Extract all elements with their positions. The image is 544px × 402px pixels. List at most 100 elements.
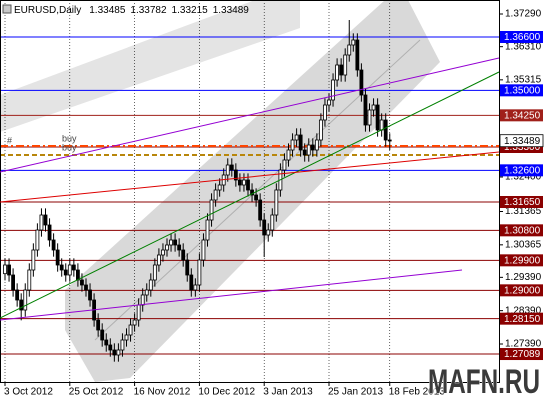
candle-body <box>229 164 234 171</box>
candle-body <box>173 239 178 246</box>
candle-body <box>387 139 392 142</box>
price-tag <box>499 134 544 148</box>
y-tick-label: 1.27390 <box>505 339 542 350</box>
candle-body <box>254 194 259 201</box>
candle-body <box>306 144 311 156</box>
x-tick-label: 18 Feb 2013 <box>389 387 446 398</box>
candle-body <box>124 334 129 341</box>
candle-body <box>120 339 125 351</box>
candle-body <box>363 94 368 126</box>
candle-body <box>197 259 202 286</box>
level-label: 1.33300 <box>504 142 541 153</box>
candle-body <box>367 109 372 126</box>
candle-body <box>3 264 7 275</box>
candle-body <box>209 199 214 221</box>
candle-body <box>100 329 105 341</box>
candle-body <box>177 244 182 251</box>
order-ticket: # <box>7 135 12 145</box>
y-tick-label: 1.29390 <box>505 272 542 283</box>
level-tag <box>500 164 543 177</box>
level-label: 1.36600 <box>504 32 541 43</box>
candle-body <box>148 279 153 291</box>
candle-body <box>339 64 344 76</box>
candle-body <box>132 319 137 326</box>
candle-body <box>112 349 117 356</box>
y-tick-label: 1.32400 <box>505 172 542 183</box>
candle-body <box>225 164 230 176</box>
trend-line <box>0 151 500 203</box>
candle-body <box>185 259 190 276</box>
candle-body <box>35 229 40 251</box>
candle-body <box>314 139 319 151</box>
candle-body <box>298 134 303 151</box>
candle-body <box>286 149 291 161</box>
y-tick-label: 1.30365 <box>505 239 542 250</box>
candle-body <box>27 269 32 291</box>
candle-body <box>343 54 348 76</box>
candle-body <box>242 179 246 186</box>
candle-body <box>383 119 388 141</box>
plot-frame <box>0 0 500 383</box>
candle-body <box>39 214 44 231</box>
x-tick-label: 10 Dec 2012 <box>198 387 255 398</box>
chart-icon <box>2 4 12 14</box>
candle-body <box>181 249 186 261</box>
order-label: buy <box>62 133 77 143</box>
level-label: 1.32600 <box>504 165 541 176</box>
candle-body <box>302 149 307 156</box>
candle-body <box>335 64 340 81</box>
candle-body <box>156 254 161 266</box>
order-label: buy <box>62 142 77 152</box>
y-tick-label: 1.31365 <box>505 206 542 217</box>
y-tick-label: 1.36310 <box>505 41 542 52</box>
candle-body <box>15 289 20 301</box>
candle-body <box>371 104 376 111</box>
level-label: 1.30800 <box>504 225 541 236</box>
candle-body <box>237 179 242 186</box>
candle-body <box>205 219 210 241</box>
x-tick-label: 16 Nov 2012 <box>134 387 191 398</box>
candle-body <box>43 214 48 226</box>
trend-lines <box>0 57 500 321</box>
candle-body <box>108 344 113 351</box>
candle-body <box>294 134 299 141</box>
watermark: MAFN.RU <box>428 363 540 401</box>
candle-body <box>23 289 28 311</box>
candle-body <box>201 239 206 261</box>
candle-body <box>193 284 198 291</box>
candle-body <box>169 239 173 246</box>
candle-body <box>359 69 364 96</box>
level-label: 1.31650 <box>504 197 541 208</box>
candle-body <box>19 299 24 311</box>
candle-body <box>59 264 64 271</box>
candle-body <box>270 214 275 231</box>
chart-title: EURUSD,Daily <box>14 5 81 16</box>
candle-body <box>217 184 222 191</box>
candle-body <box>310 144 315 151</box>
level-tag <box>500 109 543 122</box>
candle-body <box>7 264 11 276</box>
candle-body <box>96 319 101 331</box>
candle-body <box>152 264 157 281</box>
candle-body <box>318 119 323 141</box>
level-label: 1.34250 <box>504 110 541 121</box>
candle-body <box>140 294 145 306</box>
header-open: 1.33485 <box>89 5 126 16</box>
price-axis: 1.37290 1.36310 1.35315 1.32400 1.31365 1.303… <box>499 9 544 361</box>
level-label: 1.28150 <box>504 314 541 325</box>
level-tag <box>500 348 543 361</box>
level-tag <box>500 196 543 208</box>
level-label: 1.29000 <box>504 285 541 296</box>
candle-body <box>128 324 133 336</box>
candle-body <box>355 39 360 71</box>
candle-body <box>290 139 295 151</box>
level-label: 1.27089 <box>504 349 541 360</box>
candle-body <box>31 249 36 271</box>
candle-body <box>104 339 109 346</box>
x-tick-label: 25 Oct 2012 <box>69 387 124 398</box>
x-tick-label: 25 Jan 2013 <box>328 387 383 398</box>
trend-line <box>0 57 500 173</box>
level-label: 1.35000 <box>504 85 541 96</box>
candle-body <box>71 264 76 271</box>
